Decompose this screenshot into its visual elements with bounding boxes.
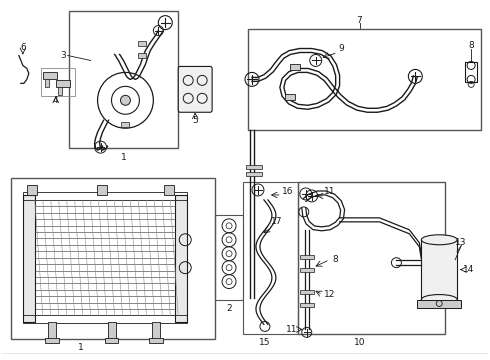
Bar xyxy=(41,68,74,96)
Bar xyxy=(152,323,160,340)
Text: 6: 6 xyxy=(20,43,26,52)
Text: 11: 11 xyxy=(324,188,336,197)
Bar xyxy=(97,185,106,195)
Bar xyxy=(104,338,119,343)
Bar xyxy=(58,87,62,95)
Bar xyxy=(27,185,37,195)
Text: 1: 1 xyxy=(121,153,126,162)
Bar xyxy=(300,268,314,272)
Text: 3: 3 xyxy=(60,51,66,60)
Bar xyxy=(300,302,314,306)
Bar xyxy=(45,338,59,343)
Text: 1: 1 xyxy=(78,343,83,352)
Bar xyxy=(138,54,147,58)
Bar xyxy=(138,41,147,45)
Bar xyxy=(421,240,457,300)
Text: 8: 8 xyxy=(333,255,339,264)
Circle shape xyxy=(121,95,130,105)
Bar xyxy=(122,122,129,127)
Text: 7: 7 xyxy=(357,16,363,25)
Bar xyxy=(243,182,298,334)
Bar xyxy=(248,28,481,130)
Bar xyxy=(107,323,116,340)
Bar xyxy=(298,182,445,334)
Bar xyxy=(417,300,461,307)
Text: 15: 15 xyxy=(259,338,270,347)
Text: 13: 13 xyxy=(455,238,467,247)
Text: 12: 12 xyxy=(324,290,335,299)
Bar xyxy=(149,338,163,343)
Bar xyxy=(300,289,314,293)
Ellipse shape xyxy=(421,235,457,245)
Text: 4: 4 xyxy=(53,96,58,105)
Ellipse shape xyxy=(421,294,457,305)
Bar xyxy=(246,172,262,176)
Bar xyxy=(215,215,243,300)
Bar xyxy=(23,195,35,323)
Bar xyxy=(45,80,49,87)
Bar xyxy=(23,315,187,323)
Bar xyxy=(48,323,56,340)
Text: 14: 14 xyxy=(464,265,475,274)
Bar xyxy=(465,62,477,82)
Text: 9: 9 xyxy=(339,44,344,53)
Text: 16: 16 xyxy=(282,188,294,197)
FancyBboxPatch shape xyxy=(178,67,212,112)
Bar xyxy=(164,185,174,195)
Bar xyxy=(246,165,262,169)
Bar xyxy=(56,80,70,87)
Bar xyxy=(285,94,295,100)
Text: 8: 8 xyxy=(468,41,474,50)
Text: 5: 5 xyxy=(192,116,198,125)
Text: 11: 11 xyxy=(286,325,297,334)
Text: 2: 2 xyxy=(226,304,232,313)
Text: 10: 10 xyxy=(354,338,366,347)
Bar xyxy=(175,195,187,323)
Bar xyxy=(290,64,300,71)
Text: 17: 17 xyxy=(271,217,283,226)
Bar xyxy=(300,255,314,259)
Bar xyxy=(23,192,187,200)
Bar xyxy=(43,72,57,80)
Bar xyxy=(69,11,178,148)
Bar xyxy=(11,178,215,339)
